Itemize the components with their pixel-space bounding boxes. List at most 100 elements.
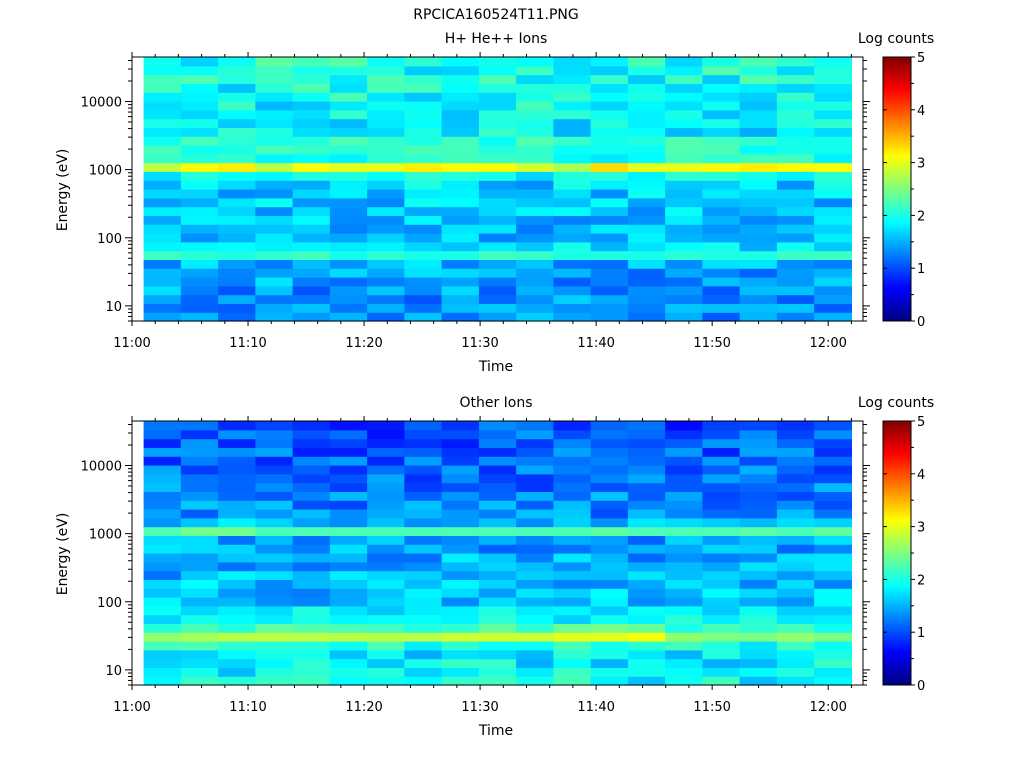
heatmap-cell bbox=[329, 526, 368, 536]
heatmap-cell bbox=[218, 491, 256, 501]
heatmap-cell bbox=[702, 526, 741, 536]
heatmap-cell bbox=[739, 553, 778, 563]
heatmap-cell bbox=[776, 162, 815, 172]
heatmap-cell bbox=[218, 57, 256, 67]
heatmap-cell bbox=[516, 197, 554, 208]
heatmap-cell bbox=[739, 632, 778, 642]
heatmap-cell bbox=[478, 65, 517, 76]
heatmap-cell bbox=[478, 482, 517, 492]
heatmap-cell bbox=[553, 171, 592, 181]
heatmap-cell bbox=[180, 127, 219, 137]
x-tick-label: 11:20 bbox=[345, 336, 382, 351]
heatmap-cell bbox=[553, 632, 592, 642]
heatmap-cell bbox=[255, 614, 294, 624]
heatmap-cell bbox=[665, 649, 703, 660]
heatmap-cell bbox=[292, 579, 331, 589]
heatmap-cell bbox=[404, 535, 443, 545]
heatmap-cell bbox=[702, 197, 741, 208]
heatmap-cell bbox=[367, 588, 405, 598]
heatmap-cell bbox=[627, 83, 666, 93]
heatmap-cell bbox=[702, 145, 741, 155]
heatmap-cell bbox=[776, 561, 815, 572]
heatmap-cell bbox=[702, 180, 741, 190]
heatmap-cell bbox=[218, 215, 256, 225]
heatmap-cell bbox=[367, 561, 405, 572]
heatmap-cell bbox=[516, 268, 554, 278]
heatmap-cell bbox=[143, 447, 182, 457]
heatmap-cell bbox=[329, 429, 368, 440]
heatmap-cell bbox=[218, 268, 256, 278]
heatmap-cell bbox=[292, 535, 331, 545]
heatmap-cell bbox=[590, 65, 629, 76]
heatmap-cell bbox=[292, 259, 331, 269]
heatmap-cell bbox=[516, 215, 554, 225]
heatmap-cell bbox=[329, 65, 368, 76]
heatmap-cell bbox=[404, 561, 443, 572]
x-tick-label: 11:00 bbox=[113, 336, 150, 351]
heatmap-cell bbox=[218, 127, 256, 137]
heatmap-cell bbox=[478, 588, 517, 598]
heatmap-cell bbox=[553, 456, 592, 466]
heatmap-cell bbox=[702, 588, 741, 598]
heatmap-cell bbox=[143, 500, 182, 510]
heatmap-cell bbox=[180, 570, 219, 580]
heatmap-cell bbox=[218, 74, 256, 84]
heatmap-cell bbox=[814, 101, 852, 111]
heatmap-cell bbox=[367, 109, 405, 120]
heatmap-cell bbox=[627, 500, 666, 510]
heatmap-cell bbox=[702, 605, 741, 616]
heatmap-cell bbox=[180, 206, 219, 216]
heatmap-cell bbox=[441, 145, 480, 155]
heatmap-cell bbox=[814, 224, 852, 234]
heatmap-cell bbox=[367, 429, 405, 440]
heatmap-cell bbox=[776, 579, 815, 589]
heatmap-cell bbox=[776, 312, 815, 322]
heatmap-cell bbox=[292, 649, 331, 660]
heatmap-cell bbox=[441, 544, 480, 554]
heatmap-cell bbox=[180, 83, 219, 93]
heatmap-cell bbox=[776, 215, 815, 225]
figure-title: RPCICA160524T11.PNG bbox=[413, 7, 578, 23]
heatmap-cell bbox=[814, 136, 852, 146]
heatmap-cell bbox=[776, 517, 815, 528]
heatmap-cell bbox=[702, 189, 741, 199]
heatmap-cell bbox=[516, 180, 554, 190]
heatmap-cell bbox=[627, 145, 666, 155]
heatmap-cell bbox=[218, 447, 256, 457]
heatmap-cell bbox=[739, 473, 778, 484]
heatmap-cell bbox=[143, 171, 182, 181]
heatmap-cell bbox=[553, 517, 592, 528]
heatmap-cell bbox=[255, 250, 294, 260]
heatmap-cell bbox=[516, 491, 554, 501]
heatmap-cell bbox=[329, 465, 368, 475]
heatmap-cell bbox=[329, 303, 368, 313]
heatmap-cell bbox=[590, 676, 629, 686]
heatmap-cell bbox=[590, 101, 629, 111]
heatmap-cell bbox=[814, 517, 852, 528]
heatmap-cell bbox=[292, 429, 331, 440]
heatmap-cell bbox=[143, 241, 182, 252]
heatmap-cell bbox=[255, 92, 294, 102]
heatmap-cell bbox=[665, 250, 703, 260]
heatmap-cell bbox=[329, 641, 368, 651]
heatmap-cell bbox=[590, 561, 629, 572]
heatmap-cell bbox=[180, 649, 219, 660]
heatmap-cell bbox=[441, 438, 480, 448]
heatmap-cell bbox=[665, 101, 703, 111]
heatmap-cell bbox=[516, 588, 554, 598]
heatmap-cell bbox=[739, 109, 778, 120]
heatmap-cell bbox=[590, 473, 629, 484]
heatmap-cell bbox=[441, 649, 480, 660]
heatmap-cell bbox=[665, 303, 703, 313]
heatmap-cell bbox=[516, 509, 554, 519]
heatmap-cell bbox=[404, 233, 443, 243]
heatmap-cell bbox=[292, 667, 331, 677]
heatmap-cell bbox=[590, 250, 629, 260]
heatmap-cell bbox=[218, 241, 256, 252]
heatmap-cell bbox=[702, 517, 741, 528]
heatmap-cell bbox=[255, 136, 294, 146]
heatmap-cell bbox=[516, 465, 554, 475]
heatmap-cell bbox=[329, 57, 368, 67]
heatmap-cell bbox=[367, 658, 405, 668]
heatmap-cell bbox=[143, 553, 182, 563]
